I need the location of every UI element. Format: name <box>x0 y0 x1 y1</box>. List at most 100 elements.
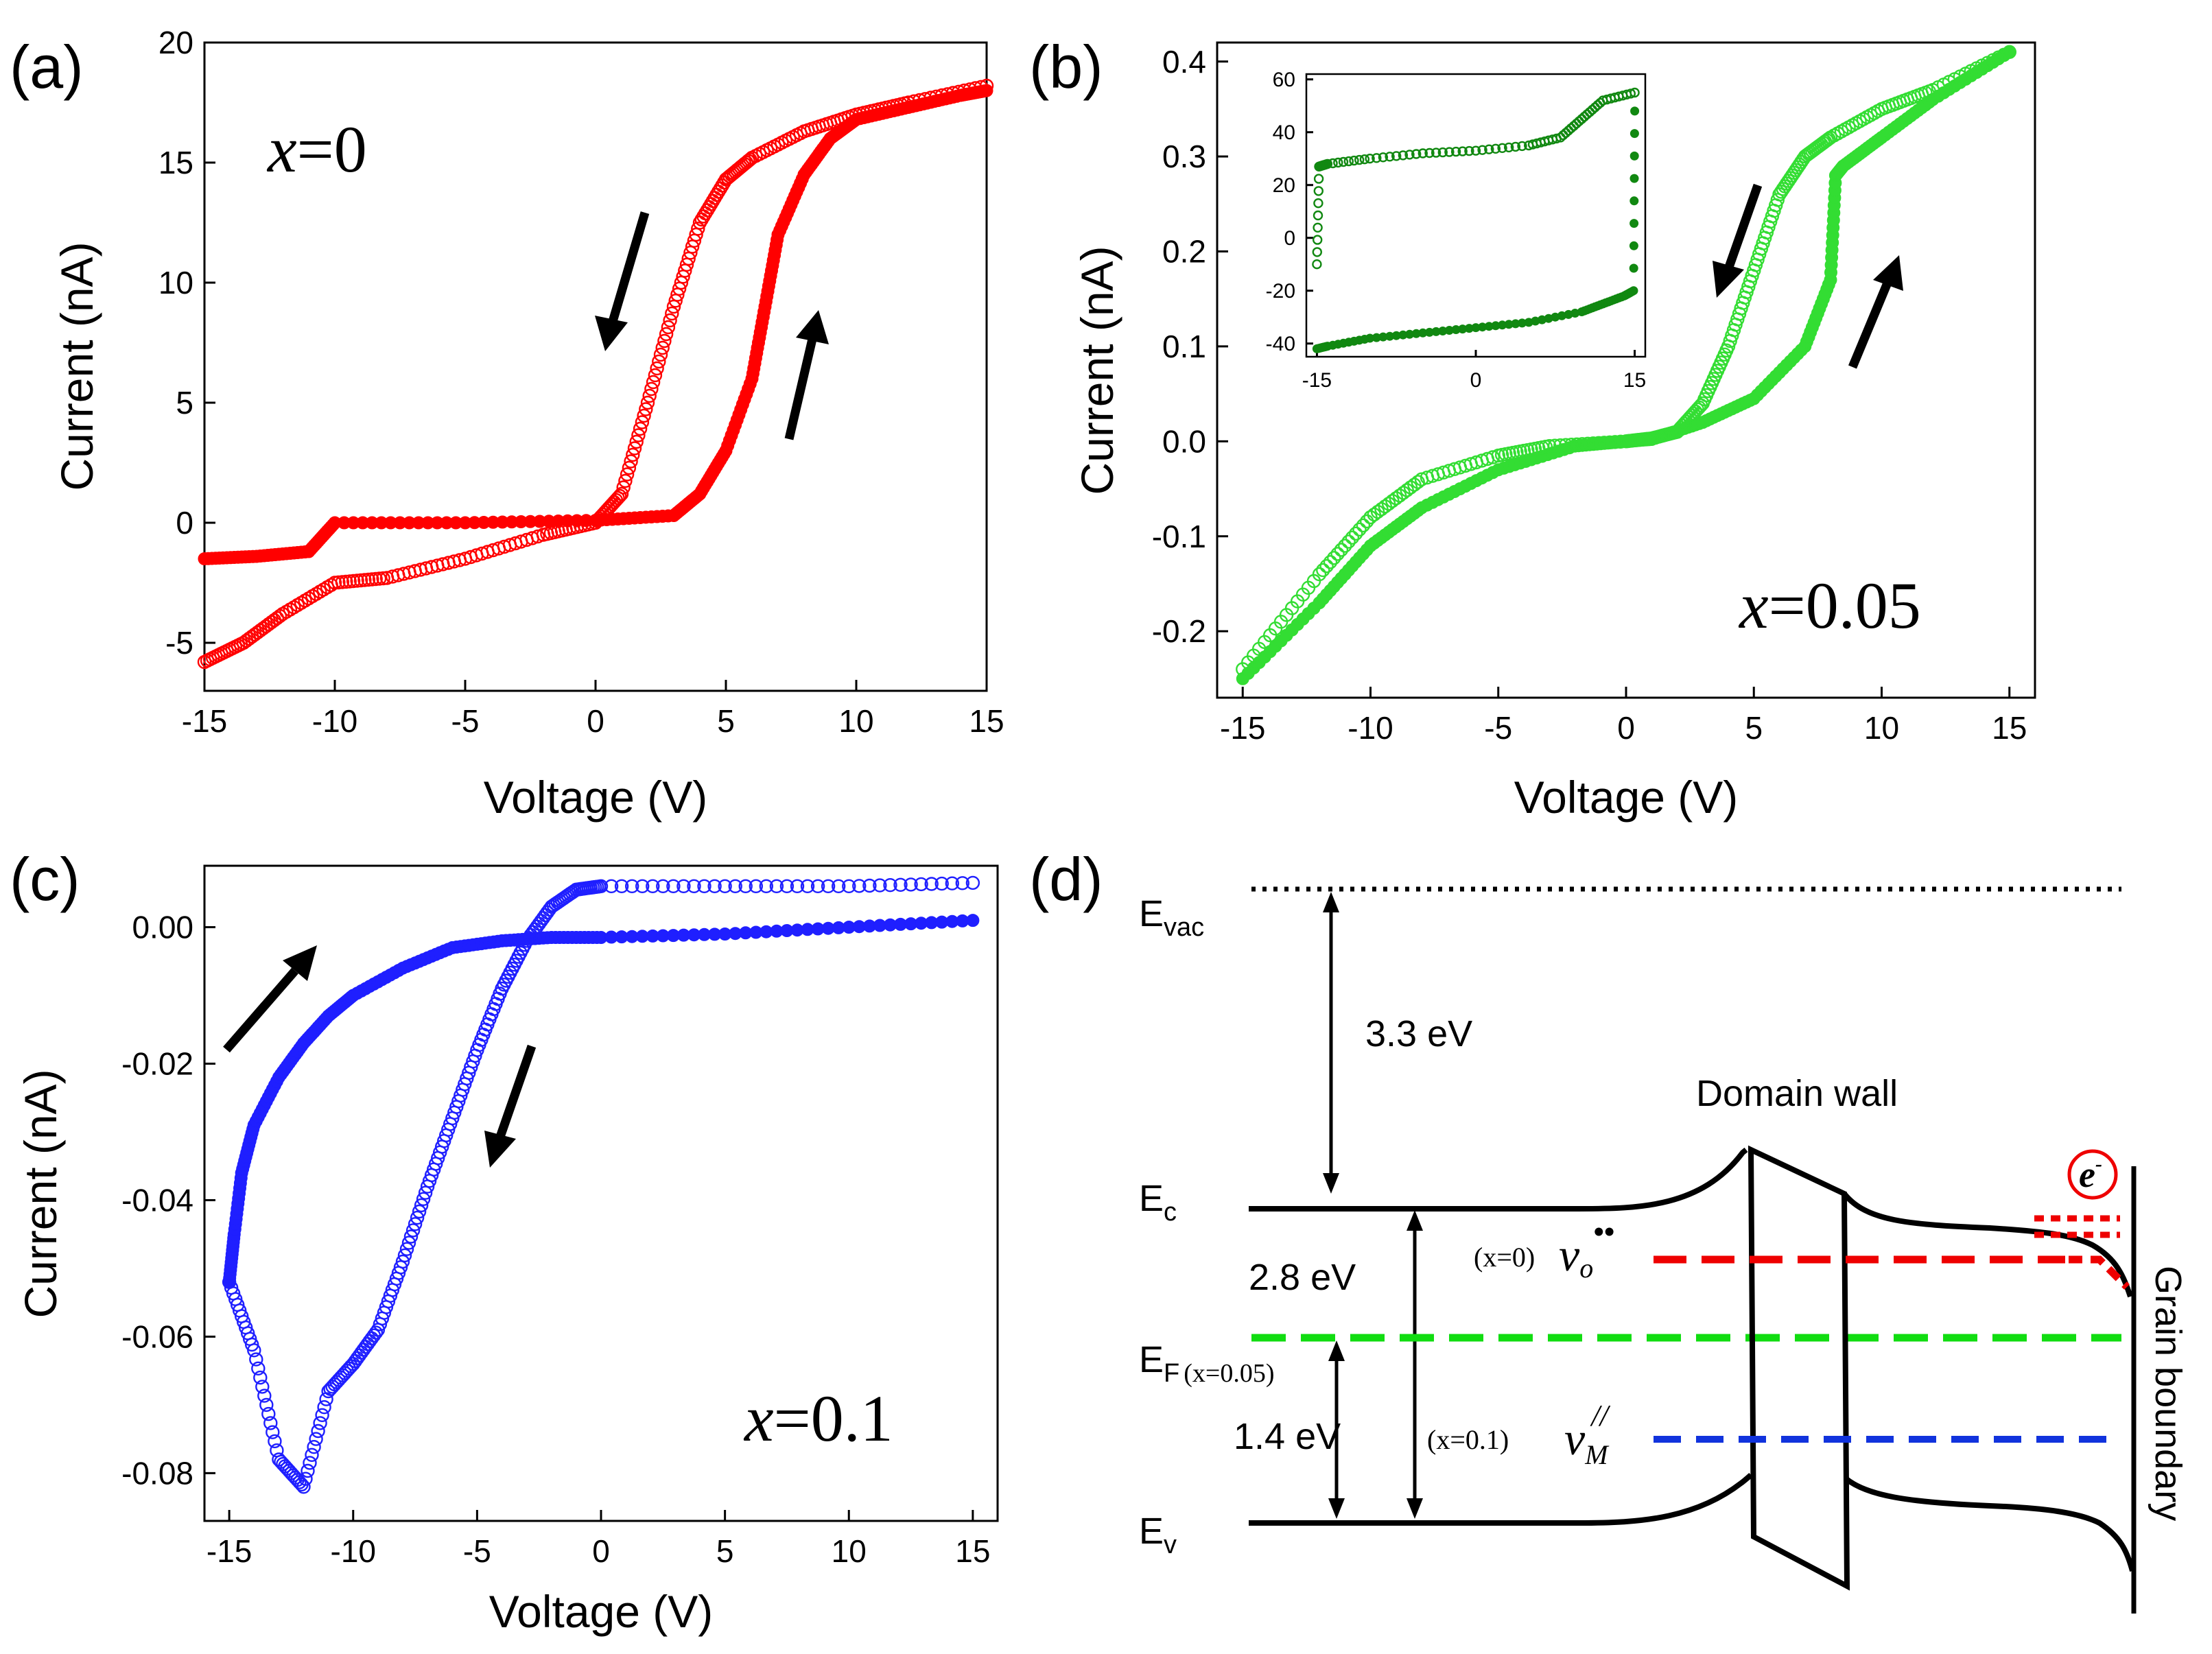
panel-b-inset-point <box>1359 154 1370 165</box>
panel-c-annotation: x=0.1 <box>743 1382 893 1455</box>
panel-a-point <box>637 408 651 423</box>
panel-c-point <box>412 1204 427 1219</box>
panel-c-point <box>420 1179 435 1194</box>
panel-a-point <box>640 395 655 410</box>
panel-b-inset-point <box>1510 141 1521 152</box>
panel-c-point <box>904 877 918 892</box>
panel-c-point <box>749 879 764 894</box>
panel-c-ticks: -15 -10 -5 0 5 10 15 -0.08 -0.06 -0.04 -0.02 0.00 <box>121 910 990 1569</box>
panel-c-point <box>305 1448 319 1463</box>
panel-c-ytick-label: 0.00 <box>132 910 193 945</box>
panel-a-xtick-label: 10 <box>838 703 873 739</box>
panel-c-ytick-label: -0.04 <box>121 1183 193 1218</box>
panel-a-ytick-label: 10 <box>158 265 193 300</box>
panel-a-ytick-label: -5 <box>165 625 193 661</box>
panel-b-inset-point <box>1349 155 1359 166</box>
panel-b-ytick-label: 0.4 <box>1162 44 1206 80</box>
panel-c-point <box>769 879 784 894</box>
panel-c-point <box>311 1423 325 1439</box>
panel-c-point <box>676 879 691 894</box>
panel-c-point <box>831 879 846 894</box>
panel-c-point <box>317 1399 331 1415</box>
panel-a-series-filled <box>198 84 993 565</box>
gap-c-v-label: 2.8 eV <box>1249 1257 1356 1298</box>
panel-b-point <box>1348 526 1363 541</box>
panel-label-c: (c) <box>10 845 80 913</box>
panel-b-point <box>1352 522 1367 536</box>
panel-b-arrow-down <box>1713 183 1763 298</box>
panel-b-xlabel: Voltage (V) <box>1514 772 1739 823</box>
panel-a-arrow-down <box>595 211 650 351</box>
panel-b-inset-point <box>1312 247 1323 257</box>
panel-c-point <box>883 877 897 893</box>
vo-level-bend <box>2069 1255 2130 1290</box>
panel-c-point <box>718 879 732 894</box>
panel-c-point <box>399 1242 414 1256</box>
panel-b-marks <box>1236 45 2017 685</box>
panel-c-xtick-label: 5 <box>716 1533 734 1569</box>
panel-b-inset-point <box>1464 145 1474 156</box>
panel-b-inset-point <box>1477 145 1487 155</box>
panel-b-point <box>1356 518 1371 533</box>
panel-b-point <box>1597 436 1612 450</box>
panel-c-point <box>249 1352 263 1367</box>
panel-b-point <box>1345 530 1360 545</box>
panel-c-point <box>276 1456 290 1472</box>
panel-c-point <box>893 877 908 893</box>
panel-c-point <box>301 1463 315 1478</box>
panel-c-point <box>965 875 980 890</box>
panel-b-xtick-label: -15 <box>1220 710 1265 746</box>
panel-c-point <box>790 879 805 894</box>
panel-b-inset-point <box>1372 153 1382 163</box>
panel-b-inset-point <box>1457 146 1468 156</box>
electron-label: e- <box>2079 1153 2102 1195</box>
panel-a-point <box>661 320 676 335</box>
panel-b-inset-point <box>1328 158 1338 169</box>
panel-label-a: (a) <box>10 33 84 101</box>
panel-c-point <box>397 1248 412 1263</box>
panel-a-point <box>627 441 642 456</box>
panel-b-inset-ytick-label: 20 <box>1273 174 1295 197</box>
panel-b-point <box>1334 543 1349 557</box>
panel-b-inset-ytick-label: 40 <box>1273 121 1295 144</box>
panel-c-point <box>272 1452 286 1467</box>
panel-c-arrow-down <box>484 1044 537 1168</box>
panel-c-point <box>873 878 887 893</box>
panel-a-ytick-label: 0 <box>176 505 193 541</box>
panel-b-inset-xtick-label: -15 <box>1302 369 1332 392</box>
gap-arrow-f-v-head-top <box>1328 1340 1345 1361</box>
panel-c-point <box>251 1361 266 1376</box>
panel-a-series-open <box>197 78 994 670</box>
panel-b-inset-marks <box>1312 87 1640 353</box>
panel-b-inset-point <box>1629 219 1639 228</box>
panel-b-inset-point <box>1385 152 1395 162</box>
panel-b-inset-point <box>1313 174 1324 184</box>
panel-b-point <box>1580 436 1595 451</box>
panel-b-point <box>1327 551 1341 565</box>
panel-c-xtick-label: 0 <box>592 1533 610 1569</box>
electron-icon: e- <box>2067 1149 2118 1200</box>
panel-c-point <box>625 879 639 894</box>
panel-a-point <box>197 654 212 670</box>
panel-c-point <box>222 1275 237 1290</box>
panel-b-inset-point <box>1333 157 1343 168</box>
panel-c-point <box>521 931 536 945</box>
panel-b-point <box>1553 438 1568 453</box>
panel-c-point <box>405 1223 421 1238</box>
panel-b-inset-point <box>1312 235 1323 245</box>
panel-a-point <box>648 368 663 383</box>
panel-c-point <box>955 876 970 890</box>
panel-b-point <box>1602 435 1617 449</box>
panel-b-point <box>1608 435 1623 449</box>
panel-b-inset-point <box>1629 196 1639 206</box>
panel-a-point <box>906 94 921 108</box>
panel-b-ylabel: Current (nA) <box>1072 246 1122 495</box>
panel-c-point <box>373 1316 388 1332</box>
panel-b-xtick-label: 0 <box>1617 710 1635 746</box>
panel-b-inset-point <box>1484 144 1494 154</box>
panel-b-inset-point <box>1391 151 1402 161</box>
panel-b-inset-point <box>1404 150 1415 160</box>
panel-b-inset-point <box>1437 147 1448 158</box>
panel-b-inset-point <box>1450 146 1461 157</box>
panel-b-point <box>1575 437 1590 451</box>
